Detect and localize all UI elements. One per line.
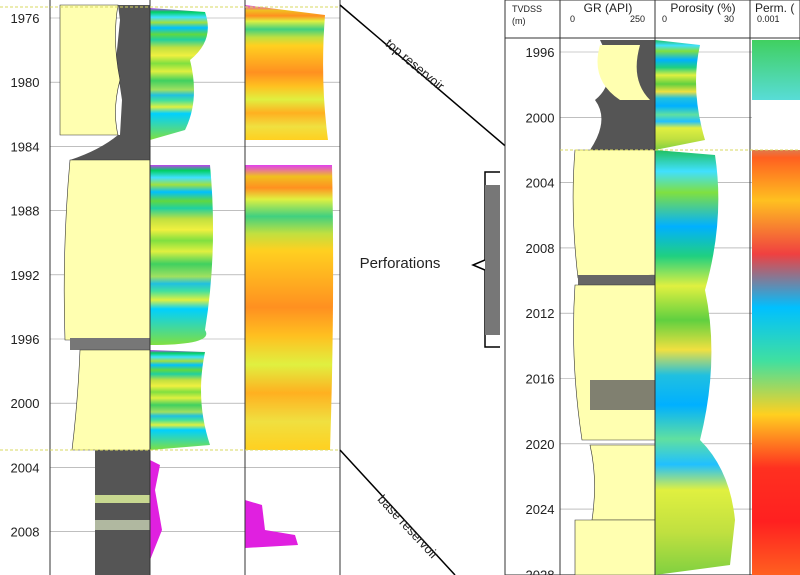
- gr-shale: [70, 338, 150, 350]
- depth-label: 2028: [526, 567, 555, 575]
- connector: [339, 449, 456, 575]
- depth-label: 1988: [11, 204, 40, 219]
- depth-label: 1980: [11, 75, 40, 90]
- gr-sand: [572, 149, 656, 279]
- depth-header: (m): [512, 16, 526, 26]
- porosity-fill: [150, 8, 208, 140]
- bracket: [471, 171, 500, 348]
- depth-header: TVDSS: [512, 4, 542, 14]
- gr-shale: [60, 5, 150, 135]
- track-title: Porosity (%): [670, 1, 735, 15]
- porosity-fill: [150, 460, 162, 560]
- gr-band: [95, 495, 150, 503]
- gr-sand: [574, 519, 656, 575]
- depth-label: 2008: [11, 525, 40, 540]
- gr-sand: [59, 4, 121, 136]
- perm-gap: [752, 100, 800, 150]
- annotation: Perforations: [360, 255, 441, 272]
- track-scale: 30: [724, 14, 734, 24]
- annotation: base reservoir: [375, 492, 443, 563]
- connector: [339, 4, 511, 151]
- gr-sand: [71, 349, 151, 451]
- depth-label: 1996: [11, 332, 40, 347]
- depth-label: 1976: [11, 11, 40, 26]
- porosity-fill: [150, 165, 214, 345]
- track-scale: 0: [662, 14, 667, 24]
- depth-label: 2000: [526, 110, 555, 125]
- gr-sand: [589, 444, 656, 521]
- depth-label: 2016: [526, 372, 555, 387]
- depth-label: 2008: [526, 241, 555, 256]
- track-scale: 0: [570, 14, 575, 24]
- track-title: Perm. (: [755, 1, 794, 15]
- porosity-fill: [655, 150, 735, 575]
- gr-sand: [63, 159, 151, 341]
- depth-label: 1992: [11, 268, 40, 283]
- perm-fill: [245, 500, 298, 548]
- depth-label: 2004: [11, 460, 40, 475]
- right-log-panel: TVDSS (m) GR (API) 0 250 Porosity (%) 0 …: [504, 0, 800, 575]
- depth-label: 1984: [11, 139, 40, 154]
- gr-shale: [590, 380, 655, 410]
- porosity-fill: [655, 40, 705, 150]
- gr-band: [95, 520, 150, 530]
- gr-shale: [95, 450, 150, 575]
- track-title: GR (API): [584, 1, 633, 15]
- perforation-interval: [485, 185, 500, 335]
- depth-label: 2004: [526, 176, 555, 191]
- track-scale: 250: [630, 14, 645, 24]
- gr-sand: [597, 45, 650, 100]
- depth-label: 2012: [526, 306, 555, 321]
- gr-sand: [573, 284, 656, 441]
- depth-label: 2024: [526, 502, 555, 517]
- gr-shale: [70, 135, 150, 160]
- track-scale: 0.001: [757, 14, 780, 24]
- perm-fill: [245, 165, 334, 450]
- depth-label: 1996: [526, 45, 555, 60]
- annotation: top reservoir: [382, 36, 448, 94]
- depth-label: 2020: [526, 437, 555, 452]
- depth-label: 2000: [11, 396, 40, 411]
- left-log-panel: 1976 1980 1984 1988 1992 1996 2000 2004 2008: [0, 0, 341, 575]
- perm-fill: [245, 5, 328, 140]
- porosity-fill: [150, 350, 210, 450]
- gr-shale: [578, 275, 655, 285]
